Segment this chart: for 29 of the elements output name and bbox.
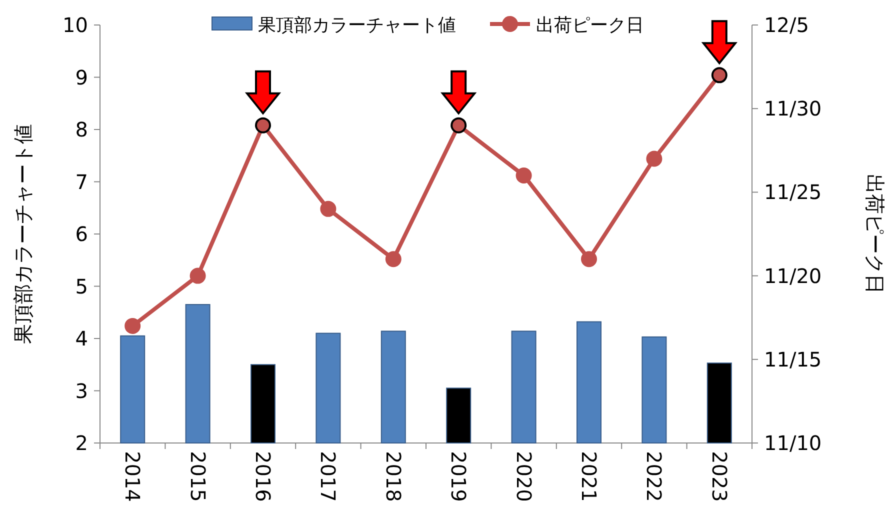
y2-tick-label: 11/10 — [764, 431, 822, 455]
x-tick-label: 2015 — [186, 451, 210, 502]
y-tick-label: 5 — [75, 274, 88, 298]
y-tick-label: 7 — [75, 170, 88, 194]
x-tick-label: 2020 — [512, 451, 536, 502]
y2-tick-label: 11/15 — [764, 347, 822, 372]
y-tick-label: 4 — [75, 326, 88, 350]
x-tick-label: 2023 — [707, 451, 732, 502]
y-tick-label: 8 — [75, 118, 88, 142]
y-axis-title: 果頂部カラーチャート値 — [11, 124, 35, 344]
y-tick-label: 2 — [75, 431, 88, 455]
legend-label: 出荷ピーク日 — [536, 15, 644, 36]
x-tick-label: 2014 — [120, 451, 145, 502]
x-tick-label: 2017 — [316, 451, 340, 502]
y2-tick-label: 11/30 — [764, 96, 822, 121]
y2-axis-title: 出荷ピーク日 — [863, 174, 886, 294]
legend-label: 果頂部カラーチャート値 — [258, 15, 456, 36]
x-tick-label: 2022 — [642, 451, 666, 502]
x-tick-label: 2016 — [251, 451, 275, 502]
y2-tick-label: 11/20 — [764, 264, 822, 288]
y-tick-label: 9 — [75, 65, 88, 90]
y-tick-label: 3 — [75, 378, 88, 403]
y-tick-label: 10 — [62, 13, 88, 37]
y2-tick-label: 11/25 — [764, 180, 822, 204]
x-tick-label: 2018 — [381, 451, 406, 502]
y2-tick-label: 12/5 — [764, 13, 809, 37]
x-tick-label: 2021 — [577, 451, 601, 502]
x-tick-label: 2019 — [446, 451, 471, 502]
y-tick-label: 6 — [75, 222, 88, 246]
